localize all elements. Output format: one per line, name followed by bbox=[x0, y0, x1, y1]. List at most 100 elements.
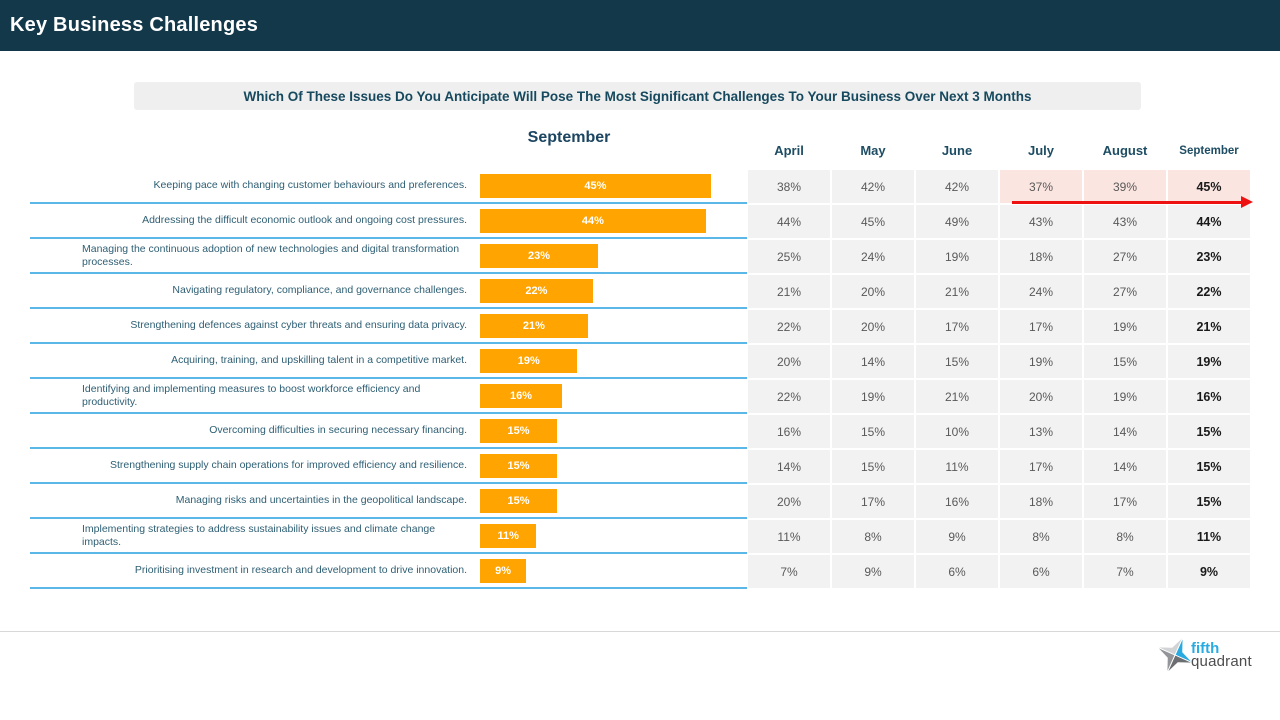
bar-cell: 15% bbox=[480, 488, 747, 513]
bar-value-label: 21% bbox=[522, 319, 545, 332]
table-cell: 15% bbox=[916, 345, 998, 378]
bar-value-label: 15% bbox=[507, 424, 530, 437]
category-label-text: Keeping pace with changing customer beha… bbox=[153, 179, 467, 192]
table-cell: 43% bbox=[1000, 205, 1082, 238]
chart-row: Navigating regulatory, compliance, and g… bbox=[30, 274, 747, 309]
table-cell: 18% bbox=[1000, 485, 1082, 518]
bar-cell: 15% bbox=[480, 418, 747, 443]
chart-row: Overcoming difficulties in securing nece… bbox=[30, 414, 747, 449]
table-cell: 24% bbox=[1000, 275, 1082, 308]
table-cell: 15% bbox=[832, 415, 914, 448]
category-label: Strengthening supply chain operations fo… bbox=[30, 459, 480, 472]
category-label: Acquiring, training, and upskilling tale… bbox=[30, 354, 480, 367]
table-cell: 20% bbox=[748, 345, 830, 378]
table-cell: 14% bbox=[832, 345, 914, 378]
table-cell: 17% bbox=[1000, 450, 1082, 483]
table-cell: 39% bbox=[1084, 170, 1166, 203]
table-cell: 17% bbox=[1000, 310, 1082, 343]
value-bar: 9% bbox=[480, 558, 527, 583]
table-cell: 19% bbox=[1000, 345, 1082, 378]
bar-value-label: 15% bbox=[507, 494, 530, 507]
category-label-text: Implementing strategies to address susta… bbox=[82, 522, 436, 548]
value-bar: 11% bbox=[480, 523, 537, 548]
bar-cell: 44% bbox=[480, 208, 747, 233]
column-header-april: April bbox=[774, 143, 804, 158]
chart-row: Implementing strategies to address susta… bbox=[30, 519, 747, 554]
footer-divider bbox=[0, 631, 1280, 632]
value-bar: 15% bbox=[480, 453, 557, 478]
category-label-text: Addressing the difficult economic outloo… bbox=[142, 214, 467, 227]
table-cell: 19% bbox=[1084, 310, 1166, 343]
chart-row: Prioritising investment in research and … bbox=[30, 554, 747, 589]
table-cell: 24% bbox=[832, 240, 914, 273]
table-cell: 20% bbox=[748, 485, 830, 518]
column-header-july: July bbox=[1027, 143, 1054, 158]
trend-arrow-head-icon bbox=[1241, 196, 1253, 208]
chart-row: Addressing the difficult economic outloo… bbox=[30, 204, 747, 239]
value-bar: 15% bbox=[480, 418, 557, 443]
table-cell: 11% bbox=[1168, 520, 1250, 553]
chart-row: Acquiring, training, and upskilling tale… bbox=[30, 344, 747, 379]
chart-row: Managing the continuous adoption of new … bbox=[30, 239, 747, 274]
table-cell: 9% bbox=[916, 520, 998, 553]
category-label-text: Prioritising investment in research and … bbox=[134, 564, 467, 577]
table-cell: 16% bbox=[916, 485, 998, 518]
table-cell: 49% bbox=[916, 205, 998, 238]
table-cell: 9% bbox=[1168, 555, 1250, 588]
category-label: Keeping pace with changing customer beha… bbox=[30, 179, 480, 192]
value-bar: 15% bbox=[480, 488, 557, 513]
bar-value-label: 22% bbox=[525, 284, 548, 297]
table-cell: 6% bbox=[1000, 555, 1082, 588]
table-cell: 23% bbox=[1168, 240, 1250, 273]
fifth-quadrant-logo: fifth quadrant bbox=[1154, 634, 1252, 676]
category-label: Overcoming difficulties in securing nece… bbox=[30, 424, 480, 437]
table-cell: 37% bbox=[1000, 170, 1082, 203]
table-cell: 20% bbox=[832, 275, 914, 308]
table-cell: 44% bbox=[1168, 205, 1250, 238]
table-cell: 14% bbox=[1084, 415, 1166, 448]
table-cell: 19% bbox=[832, 380, 914, 413]
question-text: Which Of These Issues Do You Anticipate … bbox=[243, 88, 1032, 104]
table-cell: 19% bbox=[1168, 345, 1250, 378]
category-label: Prioritising investment in research and … bbox=[30, 564, 480, 577]
question-banner: Which Of These Issues Do You Anticipate … bbox=[134, 82, 1141, 110]
table-header-row: April May June July August September bbox=[748, 139, 1250, 163]
table-cell: 7% bbox=[1084, 555, 1166, 588]
value-bar: 23% bbox=[480, 243, 598, 268]
chart-row: Strengthening defences against cyber thr… bbox=[30, 309, 747, 344]
column-header-may: May bbox=[860, 143, 886, 158]
table-cell: 15% bbox=[1168, 485, 1250, 518]
category-label-text: Strengthening supply chain operations fo… bbox=[109, 459, 467, 472]
value-bar: 22% bbox=[480, 278, 593, 303]
column-header-june: June bbox=[941, 143, 973, 158]
table-cell: 22% bbox=[1168, 275, 1250, 308]
chart-row: Managing risks and uncertainties in the … bbox=[30, 484, 747, 519]
table-cell: 20% bbox=[832, 310, 914, 343]
column-header-august: August bbox=[1102, 143, 1148, 158]
table-cell: 9% bbox=[832, 555, 914, 588]
trend-arrow-line bbox=[1012, 201, 1241, 204]
bar-value-label: 44% bbox=[581, 214, 604, 227]
slide-header-bar: Key Business Challenges bbox=[0, 0, 1280, 51]
trend-arrow bbox=[1012, 196, 1253, 208]
table-cell: 15% bbox=[1084, 345, 1166, 378]
table-cell: 17% bbox=[832, 485, 914, 518]
category-label-text: Acquiring, training, and upskilling tale… bbox=[171, 354, 467, 367]
logo-text-fifth: fifth bbox=[1191, 639, 1220, 657]
table-cell: 42% bbox=[832, 170, 914, 203]
table-cell: 7% bbox=[748, 555, 830, 588]
table-cell: 15% bbox=[1168, 450, 1250, 483]
logo-text: fifth quadrant bbox=[1191, 639, 1252, 669]
category-label: Managing risks and uncertainties in the … bbox=[30, 494, 480, 507]
table-cell: 44% bbox=[748, 205, 830, 238]
chart-row: Identifying and implementing measures to… bbox=[30, 379, 747, 414]
value-bar: 44% bbox=[480, 208, 706, 233]
bar-cell: 21% bbox=[480, 313, 747, 338]
table-cell: 21% bbox=[1168, 310, 1250, 343]
table-cell: 8% bbox=[1084, 520, 1166, 553]
category-label-text: Managing risks and uncertainties in the … bbox=[175, 494, 467, 507]
category-label: Identifying and implementing measures to… bbox=[30, 383, 480, 409]
table-cell: 14% bbox=[748, 450, 830, 483]
table-cell: 6% bbox=[916, 555, 998, 588]
